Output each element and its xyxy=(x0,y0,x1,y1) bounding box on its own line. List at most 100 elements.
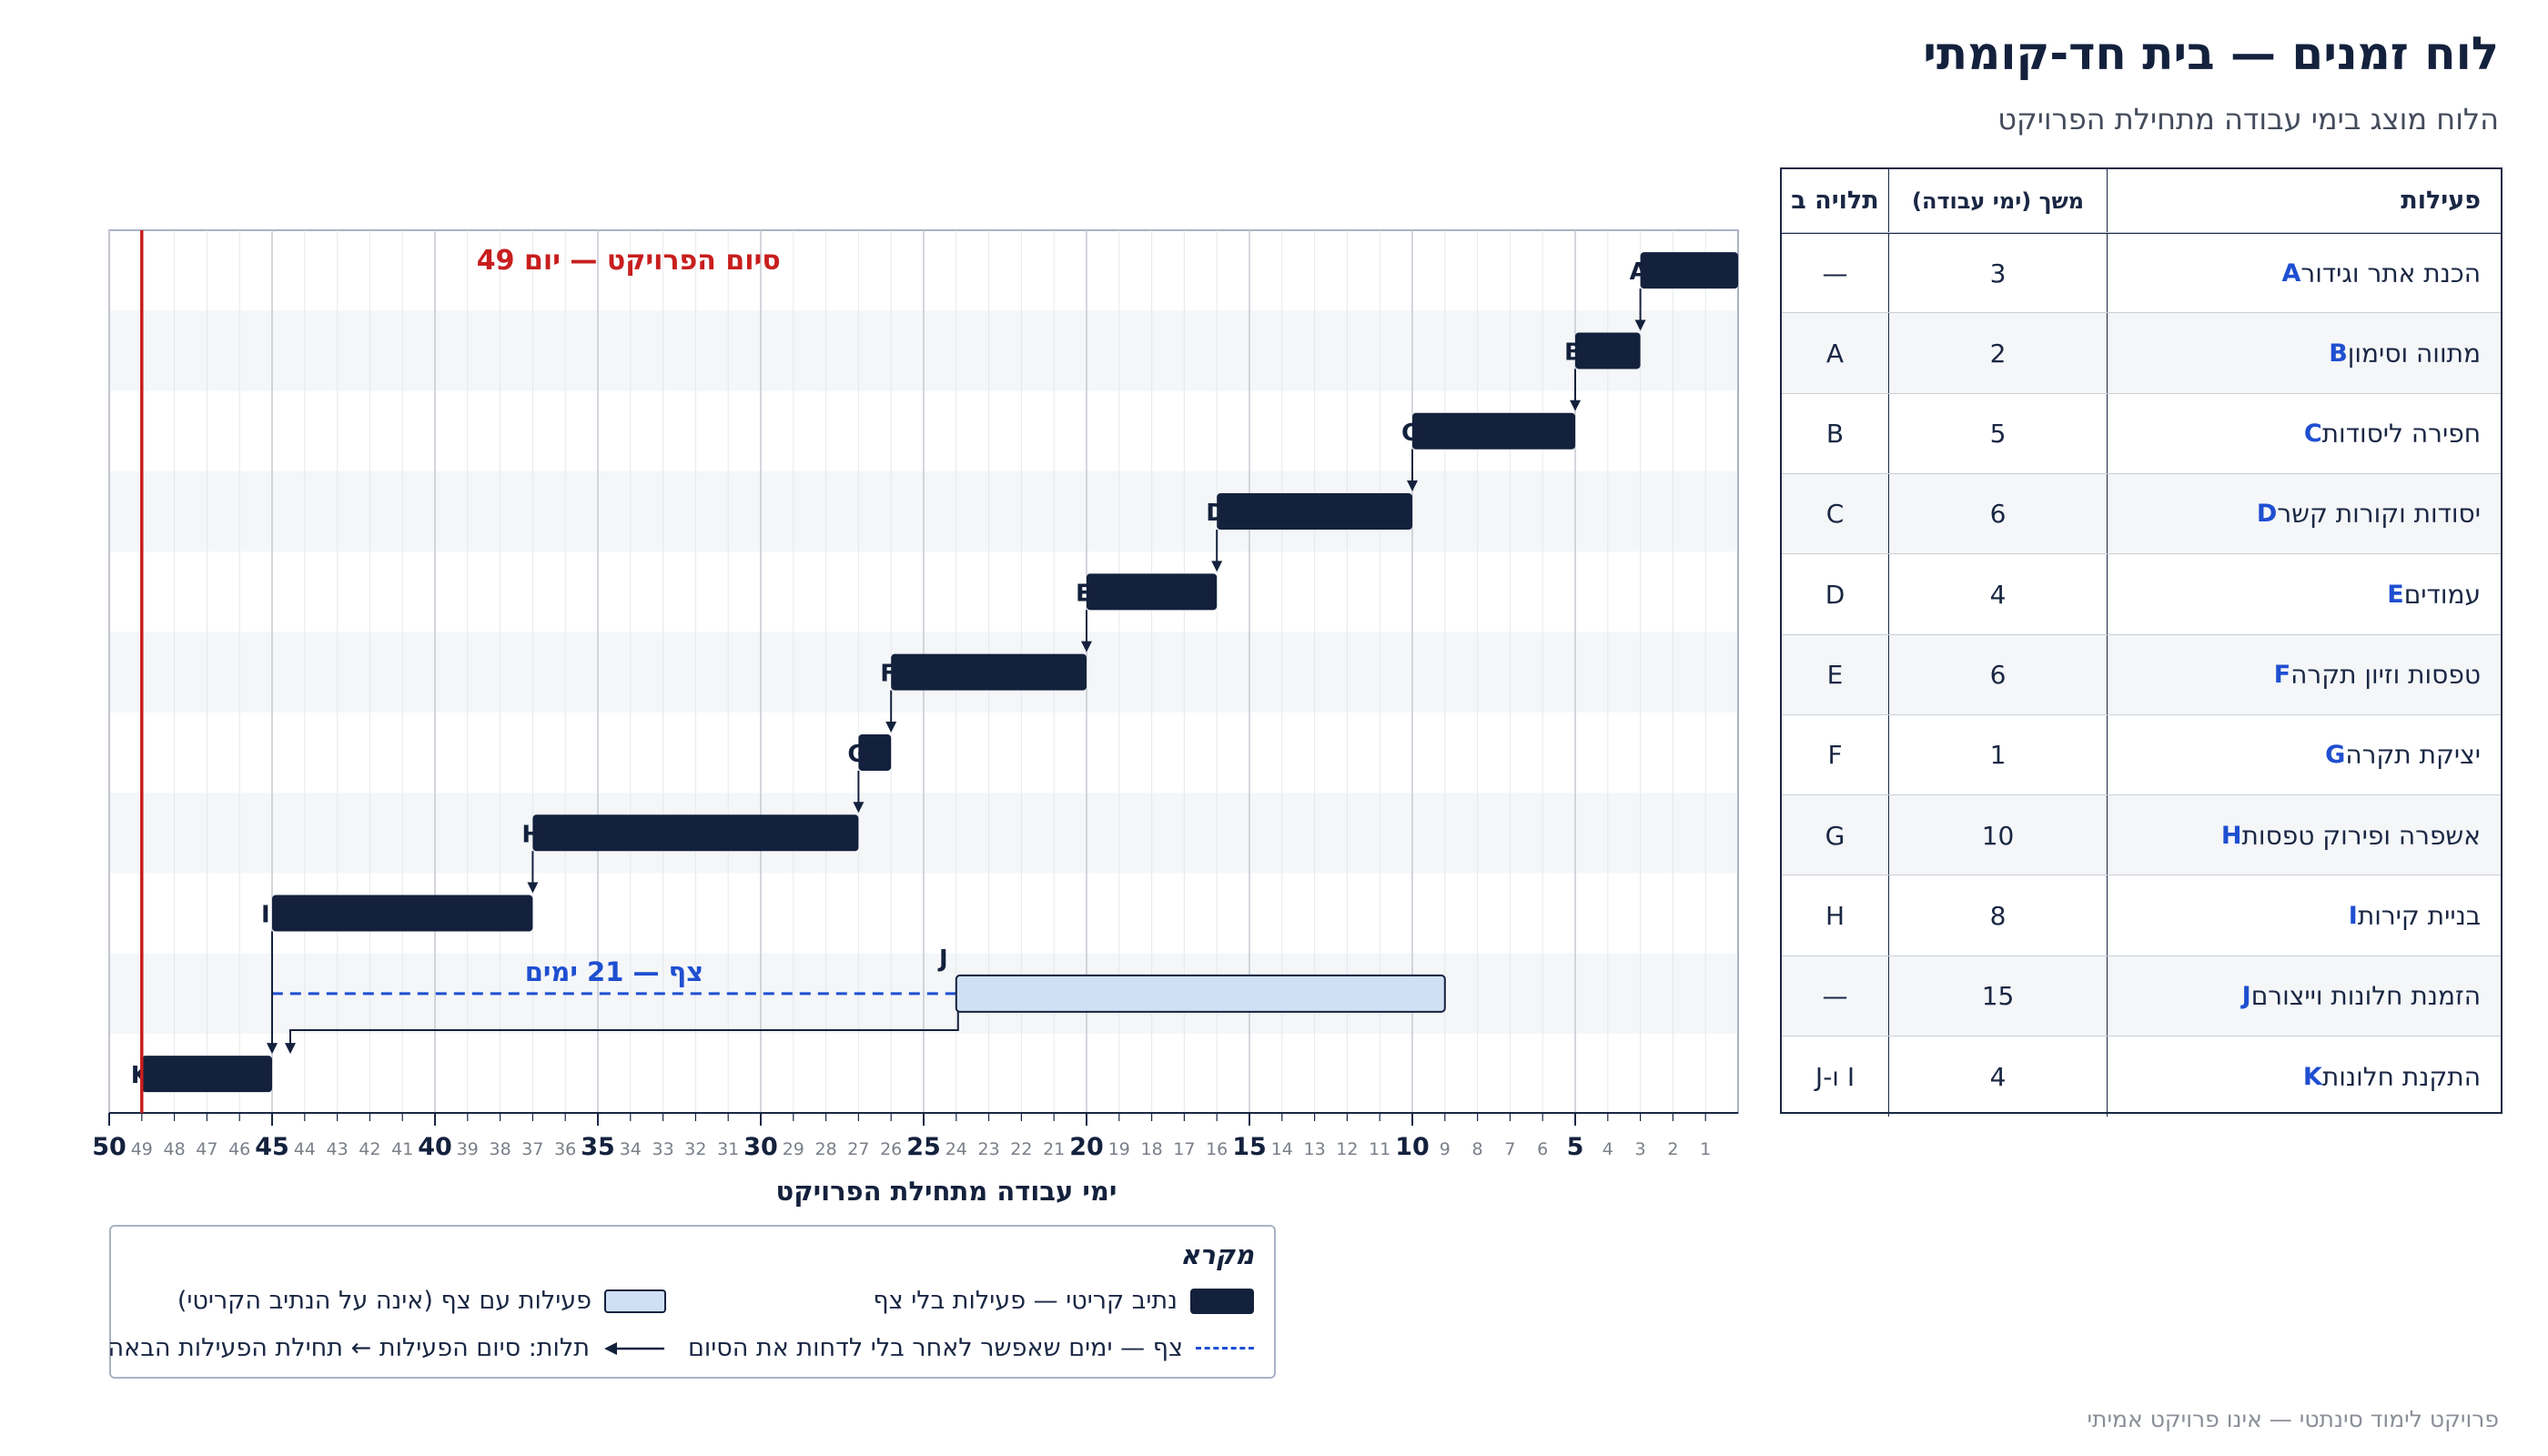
x-tick-label: 40 xyxy=(418,1133,452,1161)
depends-cell: E xyxy=(1826,660,1844,690)
activity-cell: הזמנת חלונות וייצורם J xyxy=(2108,956,2501,1036)
duration-cell: 8 xyxy=(1888,875,2108,956)
activity-cell: עמודים E xyxy=(2108,554,2501,634)
task-bar xyxy=(1575,332,1641,369)
table-row: אשפרה ופירוק טפסות H 10 G xyxy=(1782,794,2501,876)
duration-cell: 1 xyxy=(1888,714,2108,795)
duration-cell: 10 xyxy=(1888,795,2108,876)
activity-cell: יציקת תקרה G xyxy=(2108,715,2501,795)
task-bar xyxy=(1087,573,1218,611)
float-swatch xyxy=(604,1289,666,1313)
activity-code: H xyxy=(2220,821,2242,850)
depends-cell: B xyxy=(1825,419,1845,450)
duration-cell: 4 xyxy=(1888,1036,2108,1117)
x-tick-label: 50 xyxy=(92,1133,126,1161)
x-tick-label: 22 xyxy=(1010,1139,1032,1159)
task-code-label: H xyxy=(521,821,541,848)
activities-table: פעילות משך (ימי עבודה) תלויה ב הכנת אתר וגי… xyxy=(1780,167,2502,1117)
arrow-icon xyxy=(604,1341,664,1355)
task-bar xyxy=(858,733,892,771)
x-tick-label: 33 xyxy=(652,1139,674,1159)
finish-label: סיום הפרויקט — יום 49 xyxy=(477,245,781,277)
x-tick-label: 36 xyxy=(554,1139,576,1159)
activity-name: אשפרה ופירוק טפסות xyxy=(2241,820,2481,851)
x-tick-label: 12 xyxy=(1336,1139,1358,1159)
dependency-arrowhead xyxy=(527,882,539,894)
x-tick-label: 19 xyxy=(1108,1139,1130,1159)
table-row: חפירה ליסודות C 5 B xyxy=(1782,392,2501,474)
task-bar xyxy=(141,1056,272,1093)
x-tick-label: 8 xyxy=(1472,1139,1483,1159)
activity-code: B xyxy=(2329,339,2348,368)
activity-name: הכנת אתר וגידור xyxy=(2300,258,2481,288)
table-row: יציקת תקרה G 1 F xyxy=(1782,713,2501,795)
col-header-depends: תלויה ב xyxy=(1791,187,1879,215)
x-tick-label: 7 xyxy=(1504,1139,1515,1159)
table-row: עמודים E 4 D xyxy=(1782,553,2501,635)
duration-cell: 15 xyxy=(1888,956,2108,1036)
x-tick-label: 31 xyxy=(717,1139,739,1159)
x-tick-label: 47 xyxy=(196,1139,217,1159)
x-tick-label: 46 xyxy=(228,1139,250,1159)
activity-cell: חפירה ליסודות C xyxy=(2108,394,2501,474)
activity-code: J xyxy=(2241,982,2251,1011)
x-tick-label: 11 xyxy=(1369,1139,1390,1159)
dash-swatch xyxy=(1196,1347,1254,1350)
x-tick-label: 5 xyxy=(1567,1133,1584,1161)
activity-name: יסודות וקורות קשר xyxy=(2277,499,2481,530)
activity-name: חפירה ליסודות xyxy=(2321,419,2481,450)
depends-cell: D xyxy=(1825,579,1845,610)
activity-code: C xyxy=(2303,420,2322,449)
task-code-label: J xyxy=(937,945,948,973)
activity-cell: הכנת אתר וגידור A xyxy=(2108,233,2501,313)
depends-cell: — xyxy=(1822,981,1848,1012)
activity-name: עמודים xyxy=(2403,579,2481,610)
duration-cell: 4 xyxy=(1888,554,2108,635)
x-tick-label: 10 xyxy=(1395,1133,1430,1161)
x-tick-label: 41 xyxy=(391,1139,413,1159)
x-tick-label: 1 xyxy=(1700,1139,1711,1159)
x-tick-label: 45 xyxy=(255,1133,289,1161)
x-tick-label: 28 xyxy=(815,1139,837,1159)
table-row: הכנת אתר וגידור A 3— xyxy=(1782,232,2501,313)
dependency-arrowhead xyxy=(1407,480,1418,492)
dependency-arrowhead xyxy=(1570,399,1581,411)
table-row: מתווה וסימון B 2 A xyxy=(1782,312,2501,394)
table-row: יסודות וקורות קשר D 6 C xyxy=(1782,472,2501,554)
activity-name: בניית קירות xyxy=(2357,900,2481,931)
duration-cell: 3 xyxy=(1888,233,2108,313)
duration-cell: 2 xyxy=(1888,313,2108,394)
x-tick-label: 20 xyxy=(1069,1133,1104,1161)
activity-name: התקנת חלונות xyxy=(2321,1061,2481,1092)
x-tick-label: 4 xyxy=(1603,1139,1613,1159)
task-code-label: D xyxy=(1206,500,1226,527)
legend-float-line-label: צף — ימים שאפשר לאחר בלי לדחות את הסיום xyxy=(687,1334,1183,1362)
activity-cell: טפסות וזיון תקרה F xyxy=(2108,635,2501,715)
x-tick-label: 24 xyxy=(945,1139,967,1159)
legend-float-activity: פעילות עם צף (אינה על הנתיב הקריטי) xyxy=(177,1287,666,1315)
float-label: צף — 21 ימים xyxy=(525,956,703,987)
activity-code: K xyxy=(2302,1062,2322,1091)
depends-cell: I ו-J xyxy=(1815,1061,1855,1092)
x-tick-label: 14 xyxy=(1271,1139,1293,1159)
legend-float-line: צף — ימים שאפשר לאחר בלי לדחות את הסיום xyxy=(688,1334,1254,1362)
table-row: בניית קירות I 8 H xyxy=(1782,875,2501,956)
x-tick-label: 42 xyxy=(359,1139,380,1159)
x-tick-label: 9 xyxy=(1440,1139,1451,1159)
depends-cell: F xyxy=(1827,740,1843,771)
dependency-arrowhead xyxy=(885,721,897,733)
page-subtitle: הלוח מוצג בימי עבודה מתחילת הפרויקט xyxy=(1997,102,2499,136)
x-tick-label: 15 xyxy=(1232,1133,1267,1161)
x-tick-label: 25 xyxy=(906,1133,941,1161)
x-tick-label: 6 xyxy=(1537,1139,1548,1159)
x-tick-label: 29 xyxy=(783,1139,804,1159)
task-code-label: C xyxy=(1401,420,1419,447)
table-row: הזמנת חלונות וייצורם J 15 — xyxy=(1782,955,2501,1036)
legend: מקרא נתיב קריטי — פעילות בלי צף פעילות ע… xyxy=(108,1225,1276,1379)
x-tick-label: 44 xyxy=(294,1139,316,1159)
legend-critical-label: נתיב קריטי — פעילות בלי צף xyxy=(873,1287,1178,1315)
activity-cell: בניית קירות I xyxy=(2108,875,2501,956)
dependency-arrowhead xyxy=(1211,561,1223,572)
x-tick-label: 34 xyxy=(620,1139,642,1159)
